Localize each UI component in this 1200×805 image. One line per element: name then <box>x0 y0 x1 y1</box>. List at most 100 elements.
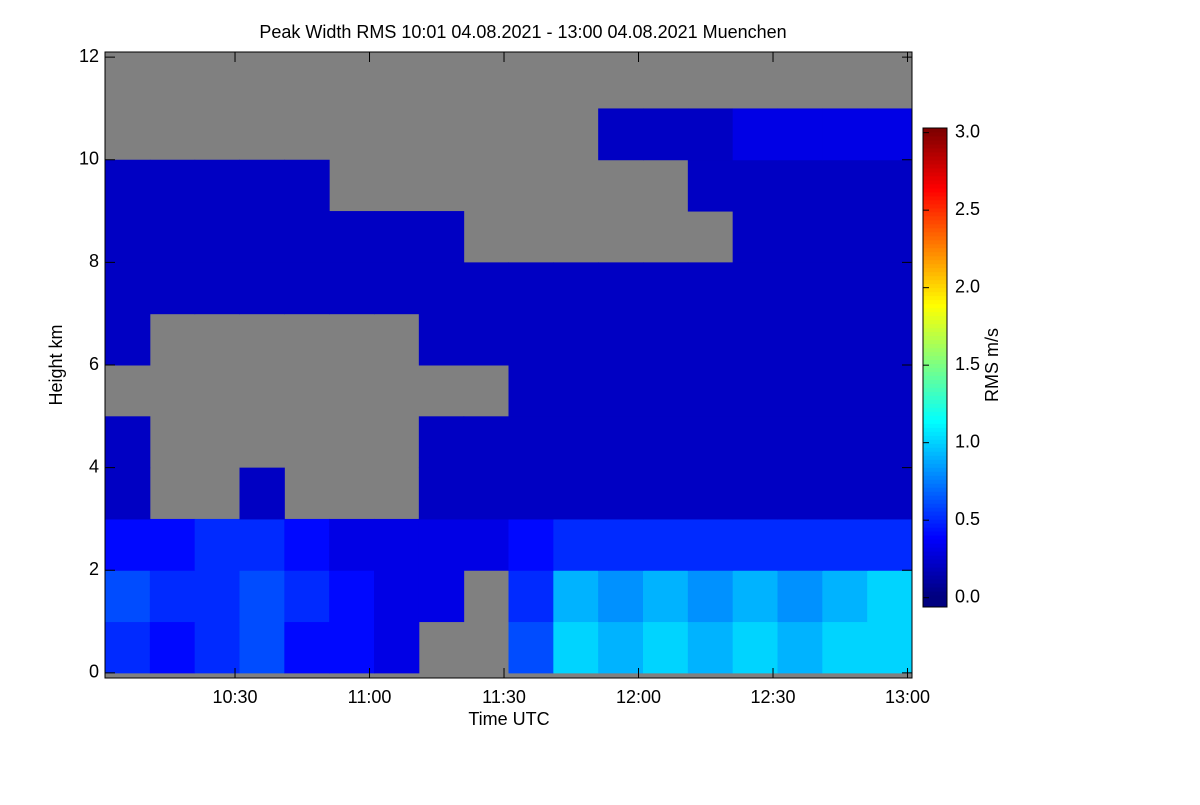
heatmap-cell <box>777 108 823 161</box>
x-tick-label: 12:30 <box>750 687 795 707</box>
colorbar-segment <box>923 255 947 261</box>
colorbar-segment <box>923 387 947 392</box>
heatmap-cell <box>329 211 375 263</box>
colorbar-segment <box>923 303 947 309</box>
heatmap-cell <box>194 159 240 212</box>
heatmap-cell <box>194 518 240 571</box>
heatmap-cell <box>867 365 913 417</box>
heatmap-cell <box>777 467 823 520</box>
colorbar-segment <box>923 239 947 245</box>
colorbar-segment <box>923 475 947 480</box>
colorbar-segment <box>923 479 947 484</box>
heatmap-cell <box>777 518 823 571</box>
colorbar-segment <box>923 563 947 568</box>
heatmap-cell <box>777 365 823 417</box>
heatmap-cell <box>643 313 689 366</box>
colorbar-segment <box>923 335 947 341</box>
heatmap-cell <box>284 211 330 263</box>
colorbar-segment <box>923 519 947 524</box>
colorbar-segment <box>923 459 947 464</box>
heatmap-cell <box>822 313 868 366</box>
colorbar-segment <box>923 339 947 345</box>
heatmap-cell <box>867 262 913 315</box>
heatmap-cell <box>149 570 196 623</box>
heatmap-cell <box>149 621 196 674</box>
heatmap-cell <box>374 262 420 315</box>
colorbar-segment <box>923 503 947 508</box>
y-tick-label: 2 <box>89 559 99 579</box>
heatmap-cell <box>867 108 913 161</box>
colorbar-segment <box>923 407 947 412</box>
colorbar-segment <box>923 307 947 313</box>
heatmap-cell <box>149 518 196 571</box>
colorbar-segment <box>923 419 947 424</box>
colorbar-segment <box>923 567 947 572</box>
y-tick-label: 4 <box>89 456 99 476</box>
colorbar-segment <box>923 595 947 600</box>
colorbar-segment <box>923 403 947 408</box>
colorbar-segment <box>923 471 947 476</box>
colorbar-tick-label: 0.0 <box>955 586 980 606</box>
colorbar-segment <box>923 331 947 337</box>
colorbar-segment <box>923 439 947 444</box>
colorbar-segment <box>923 579 947 584</box>
heatmap-cell <box>149 262 196 315</box>
colorbar-segment <box>923 319 947 325</box>
colorbar-segment <box>923 275 947 281</box>
colorbar-segment <box>923 211 947 217</box>
colorbar-segment <box>923 295 947 301</box>
colorbar-segment <box>923 267 947 273</box>
colorbar-segment <box>923 327 947 333</box>
x-tick-label: 12:00 <box>616 687 661 707</box>
colorbar-segment <box>923 367 947 372</box>
heatmap-cell <box>105 159 151 212</box>
heatmap-cell <box>732 416 778 469</box>
heatmap-cell <box>105 467 151 520</box>
colorbar-segment <box>923 183 947 189</box>
colorbar-segment <box>923 535 947 540</box>
colorbar-segment <box>923 131 947 137</box>
heatmap-cell <box>553 416 599 469</box>
colorbar-segment <box>923 347 947 353</box>
colorbar-segment <box>923 423 947 428</box>
heatmap-cell <box>822 570 868 623</box>
heatmap-cell <box>822 108 868 161</box>
heatmap-cell <box>508 416 554 469</box>
colorbar-segment <box>923 227 947 233</box>
heatmap-cell <box>284 621 330 674</box>
heatmap-cell <box>239 211 285 263</box>
heatmap-cell <box>329 570 375 623</box>
colorbar-segment <box>923 415 947 420</box>
heatmap-cell <box>418 518 465 571</box>
heatmap-cell <box>194 570 240 623</box>
colorbar-segment <box>923 499 947 504</box>
heatmap-cell <box>598 518 644 571</box>
heatmap-cell <box>374 518 420 571</box>
heatmap-cell <box>463 313 509 366</box>
colorbar-segment <box>923 243 947 249</box>
colorbar-segment <box>923 199 947 205</box>
heatmap-cell <box>867 416 913 469</box>
heatmap-cell <box>867 467 913 520</box>
heatmap-cell <box>239 159 285 212</box>
heatmap-cell <box>732 467 778 520</box>
colorbar-segment <box>923 147 947 153</box>
heatmap-cell <box>149 159 196 212</box>
heatmap-cell <box>284 518 330 571</box>
heatmap-cell <box>777 159 823 212</box>
colorbar-segment <box>923 443 947 448</box>
heatmap-cell <box>553 518 599 571</box>
colorbar-segment <box>923 483 947 488</box>
heatmap-cell <box>777 621 823 674</box>
colorbar-segment <box>923 375 947 380</box>
heatmap-cell <box>149 211 196 263</box>
heatmap-cell <box>687 159 734 212</box>
colorbar-segment <box>923 575 947 580</box>
colorbar-frame <box>922 127 948 608</box>
colorbar-segment <box>923 371 947 376</box>
heatmap-cell <box>687 108 734 161</box>
y-tick-label: 12 <box>79 46 99 66</box>
colorbar-label: RMS m/s <box>982 328 1002 402</box>
heatmap-cell <box>687 621 734 674</box>
